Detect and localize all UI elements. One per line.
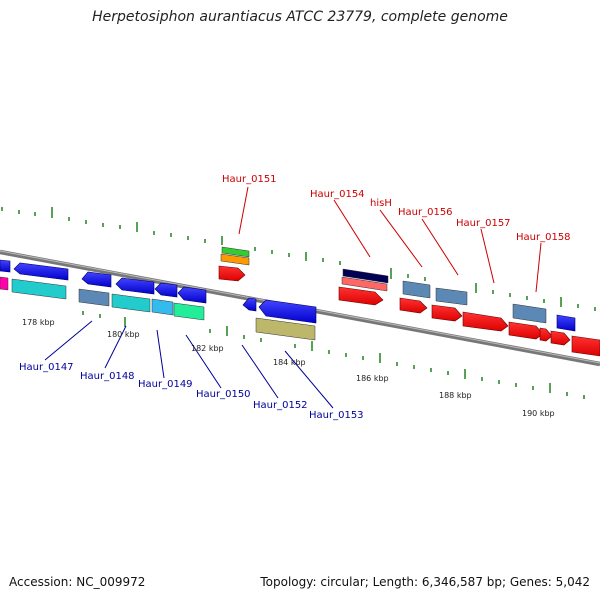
- gene-forward: [539, 327, 553, 342]
- gene-reverse: [13, 262, 69, 281]
- gene-forward: [550, 330, 571, 346]
- gene-label-haur-0154[interactable]: Haur_0154: [310, 189, 365, 200]
- map-title: Herpetosiphon aurantiacus ATCC 23779, co…: [92, 9, 508, 25]
- gene-forward: [399, 297, 428, 314]
- gene-label-haur-0152[interactable]: Haur_0152: [253, 400, 308, 411]
- gene-label-haur-0157[interactable]: Haur_0157: [456, 218, 511, 229]
- tick-marks-upper: [1, 207, 596, 311]
- kbp-label: 178 kbp: [22, 318, 55, 327]
- kbp-label: 186 kbp: [356, 374, 389, 383]
- kbp-label: 182 kbp: [191, 344, 224, 353]
- gene-label-haur-0147[interactable]: Haur_0147: [19, 362, 74, 373]
- gene-label-haur-0156[interactable]: Haur_0156: [398, 207, 453, 218]
- gene-forward: [508, 321, 544, 340]
- top-leader-lines: [238, 186, 542, 293]
- gene-label-hish[interactable]: hisH: [370, 198, 392, 209]
- gene-reverse: [242, 297, 257, 312]
- kbp-label: 188 kbp: [439, 391, 472, 400]
- forward-strand-genes: [218, 265, 600, 357]
- feature-blocks: [0, 246, 547, 341]
- gene-label-haur-0151[interactable]: Haur_0151: [222, 174, 277, 185]
- gene-label-haur-0153[interactable]: Haur_0153: [309, 410, 364, 421]
- gene-label-haur-0148[interactable]: Haur_0148: [80, 371, 135, 382]
- gene-label-haur-0150[interactable]: Haur_0150: [196, 389, 251, 400]
- kbp-label: 180 kbp: [107, 330, 140, 339]
- gene-label-haur-0149[interactable]: Haur_0149: [138, 379, 193, 390]
- gene-reverse: [556, 314, 576, 332]
- gene-forward: [462, 311, 509, 332]
- gene-reverse: [258, 299, 317, 324]
- kbp-label: 184 kbp: [273, 358, 306, 367]
- gene-forward: [338, 286, 384, 306]
- gene-reverse: [0, 259, 11, 273]
- reverse-strand-genes: [0, 259, 576, 332]
- gene-reverse: [177, 286, 207, 304]
- bottom-leader-lines: [44, 320, 334, 409]
- gene-reverse: [81, 271, 112, 288]
- gene-reverse: [154, 282, 178, 298]
- accession-text: Accession: NC_009972: [9, 575, 146, 589]
- tick-marks-lower: [82, 311, 585, 399]
- gene-forward: [431, 304, 463, 322]
- kbp-label: 190 kbp: [522, 409, 555, 418]
- gene-label-haur-0158[interactable]: Haur_0158: [516, 232, 571, 243]
- gene-forward: [571, 335, 600, 357]
- genome-summary-text: Topology: circular; Length: 6,346,587 bp…: [260, 575, 590, 589]
- gene-reverse: [115, 277, 155, 295]
- gene-forward: [218, 265, 246, 282]
